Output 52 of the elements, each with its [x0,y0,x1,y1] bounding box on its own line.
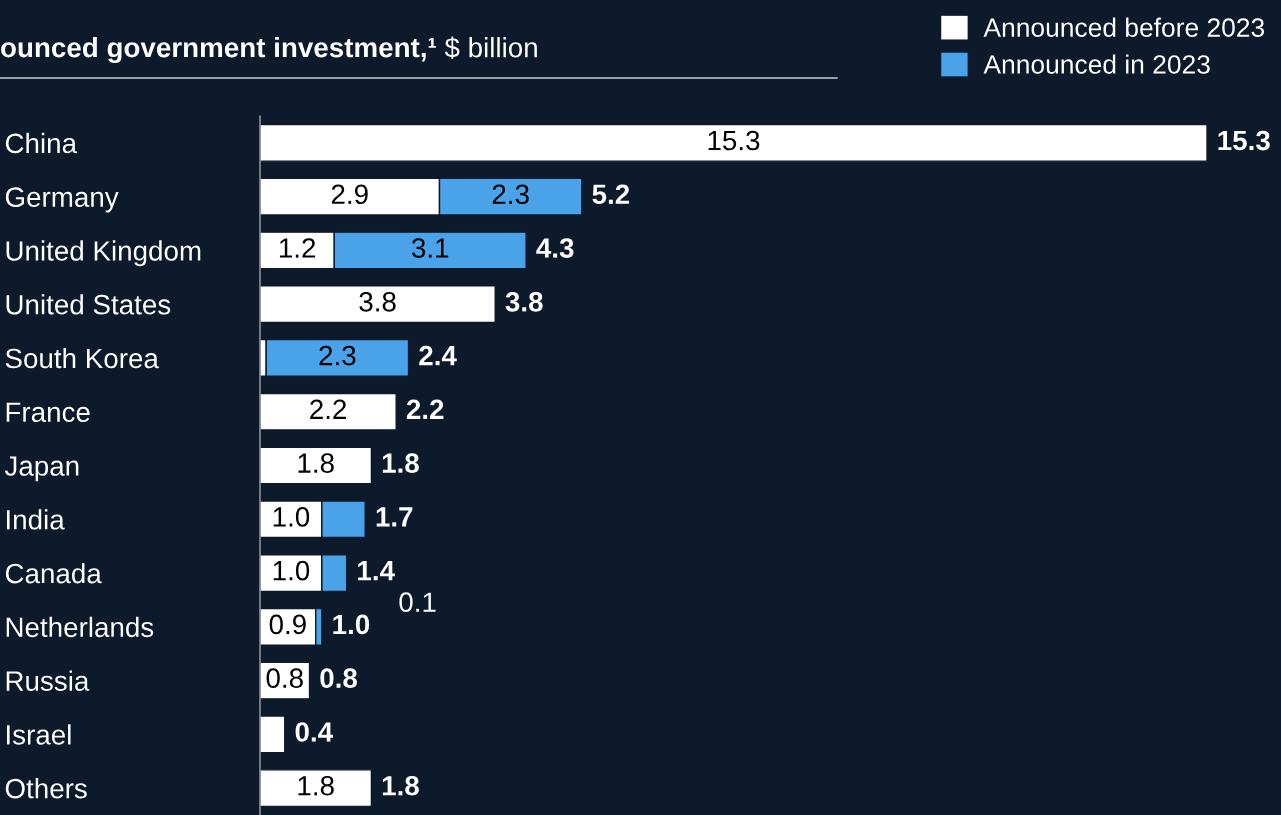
data-label: 0.1 [399,592,436,613]
bar [260,285,496,324]
bar [260,715,286,754]
y-tick-label: Japan [4,456,79,482]
y-tick-label: India [7,509,65,530]
total-label: 1.8 [382,453,419,473]
data-label: 3.8 [359,291,396,312]
data-label: 1.8 [298,453,334,473]
y-tick-label: Israel [7,724,71,745]
data-label: 1.0 [273,560,310,581]
data-label: 2.9 [331,184,368,205]
y-tick-label: Netherlands [6,616,154,638]
total-label: 15.3 [1218,130,1270,151]
chart-subtitle: $ billion [444,36,537,60]
data-label: 2.3 [319,345,356,366]
data-label: 3.1 [411,238,449,258]
total-label: 1.7 [376,507,413,527]
data-label: 0.9 [269,614,306,635]
bar [260,446,373,485]
total-label: 1.4 [358,561,395,581]
y-tick-label: France [6,402,90,423]
y-tick-label: China [5,132,78,154]
bar [265,338,410,377]
legend-label: Announced in 2023 [983,54,1210,74]
data-label: 15.3 [708,130,760,151]
y-tick-label: South Korea [5,347,159,369]
y-tick-label: United States [6,294,171,315]
bar [260,123,1207,162]
y-tick-label: Germany [5,187,119,213]
bar [260,392,397,431]
total-label: 4.3 [536,238,574,258]
legend-label: Announced before 2023 [983,17,1265,37]
y-tick-label: Others [5,778,87,799]
data-label: 0.8 [266,668,303,689]
data-label: 2.2 [310,399,346,419]
bar [260,769,373,808]
y-tick-label: United Kingdom [6,240,201,267]
chart-title: ounced government investment,¹ [1,36,436,64]
data-label: 1.8 [298,775,334,796]
total-label: 5.2 [592,184,630,205]
y-tick-label: Russia [6,670,90,691]
total-label: 0.4 [295,722,333,742]
total-label: 3.8 [505,291,543,312]
data-label: 1.2 [279,238,316,258]
total-label: 1.8 [382,775,419,796]
total-label: 1.0 [333,614,370,635]
total-label: 0.8 [320,668,357,689]
total-label: 2.2 [406,399,444,419]
total-label: 2.4 [419,345,457,366]
data-label: 1.0 [273,507,310,527]
y-tick-label: Canada [5,562,102,584]
data-label: 2.3 [492,184,529,205]
